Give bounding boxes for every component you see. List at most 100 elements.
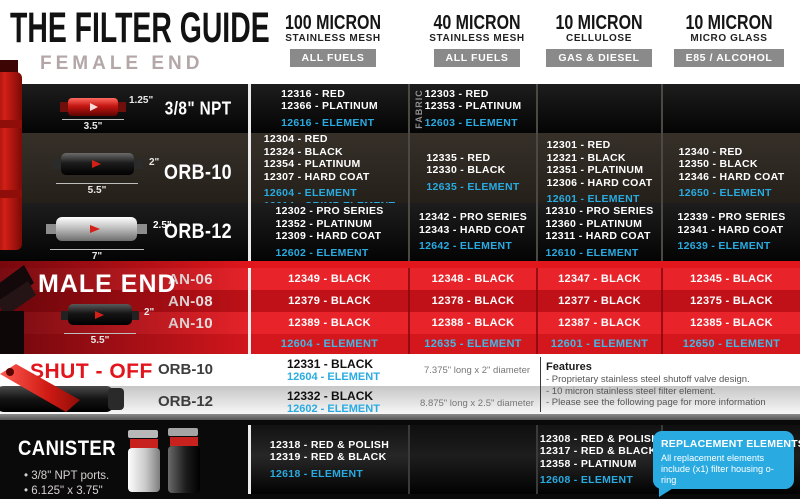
cell-an06-microglass: 12345 - BLACK [661, 268, 800, 290]
parts-list: 12303 - RED 12353 - PLATINUM [425, 88, 522, 113]
part-number: 12343 - HARD COAT [418, 223, 525, 236]
row-title-an10: AN-10 [168, 314, 213, 332]
cell-elements-100: 12604 - ELEMENT [248, 334, 408, 354]
cell-an10-microglass: 12385 - BLACK [661, 312, 800, 334]
cell-an10-100: 12389 - BLACK [248, 312, 408, 334]
part-number: 12366 - PLATINUM [281, 100, 378, 113]
shutoff-valve-photo [0, 364, 124, 412]
column-header-40-micron: 40 MICRON STAINLESS MESH ALL FUELS [397, 13, 557, 67]
row-title-shutoff-orb10: ORB-10 [158, 361, 214, 378]
part-number: 12339 - PRO SERIES [677, 211, 786, 224]
female-row-orb12: 2.5" 7" ORB-12 12302 - PRO SERIES 12352 -… [0, 203, 800, 262]
cell-an08-microglass: 12375 - BLACK [661, 290, 800, 312]
features-block: Features - Proprietary stainless steel s… [546, 361, 794, 409]
part-number: 12340 - RED [678, 145, 743, 158]
element-number: 12639 - ELEMENT [677, 240, 771, 253]
dim-length: 5.5" [56, 183, 138, 196]
column-header-10-micron-micro-glass: 10 MICRON MICRO GLASS E85 / ALCOHOL [653, 13, 800, 67]
element-number: 12610 - ELEMENT [545, 246, 639, 259]
parts-list: 12339 - PRO SERIES 12341 - HARD COAT [677, 211, 785, 236]
element-number: 12603 - ELEMENT [424, 116, 518, 129]
shutoff-heading: SHUT - OFF [30, 360, 153, 383]
dim-length: 7" [50, 249, 144, 262]
parts-list: 12304 - RED 12324 - BLACK 12354 - PLATINUM… [264, 133, 396, 183]
fabric-tag: FABRIC [414, 88, 424, 129]
cell-npt-40: FABRIC 12303 - RED 12353 - PLATINUM 12603… [408, 84, 536, 133]
element-number: 12601 - ELEMENT [546, 193, 640, 206]
part-number: 12318 - RED & POLISH [269, 438, 390, 451]
cell-orb12-100: 12302 - PRO SERIES 12352 - PLATINUM 12309 … [248, 203, 408, 261]
cell-orb10-40: 12335 - RED 12330 - BLACK 12635 - ELEMENT [408, 133, 536, 212]
part-number: 12350 - BLACK [678, 158, 758, 170]
cell-orb12-40: 12342 - PRO SERIES 12343 - HARD COAT 1264… [408, 203, 536, 261]
parts-list: 12335 - RED 12330 - BLACK [426, 152, 519, 177]
elements-list: 12642 - ELEMENT [419, 240, 527, 253]
row-title-orb12: ORB-12 [163, 220, 232, 243]
part-number: 12319 - RED & BLACK [269, 451, 387, 464]
element-number: 12642 - ELEMENT [418, 240, 513, 253]
male-row-an10: AN-10 12389 - BLACK 12388 - BLACK 12387 … [0, 312, 800, 334]
column-material: MICRO GLASS [690, 33, 768, 44]
elements-list: 12601 - ELEMENT [547, 193, 653, 206]
replacement-body: All replacement elements include (x1) fi… [661, 453, 774, 485]
canister-photo [128, 428, 200, 493]
part-number: 12316 - RED [281, 87, 346, 100]
shutoff-section: SHUT - OFF ORB-10 ORB-12 12331 - BLACK 1… [0, 354, 800, 415]
part-number: 12352 - PLATINUM [275, 217, 373, 230]
shutoff-divider [540, 357, 541, 412]
row-title-npt: 3/8" NPT [165, 98, 232, 118]
part-number: 12308 - RED & POLISH [539, 432, 660, 445]
part-number: 12342 - PRO SERIES [418, 211, 528, 224]
cell-npt-microglass [661, 84, 800, 133]
fuel-badge: GAS & DIESEL [546, 49, 652, 67]
cell-orb12-microglass: 12339 - PRO SERIES 12341 - HARD COAT 1263… [661, 203, 800, 261]
cell-canister-cellulose: 12308 - RED & POLISH 12317 - RED & BLACK 1… [536, 425, 661, 494]
part-number: 12324 - BLACK [263, 145, 343, 158]
parts-list: 12340 - RED 12350 - BLACK 12346 - HARD COA… [679, 146, 785, 184]
part-number: 12351 - PLATINUM [546, 164, 644, 177]
replacement-elements-callout: REPLACEMENT ELEMENTS All replacement ele… [653, 431, 800, 497]
dim-height: 1.25" [129, 95, 154, 106]
female-row-orb10: 2" 5.5" ORB-10 12304 - RED 12324 - BLACK 1… [0, 133, 800, 212]
canister-bullets: • 3/8" NPT ports. • 6.125" x 3.75" [24, 469, 109, 499]
feature-line: - Proprietary stainless steel shutoff va… [546, 374, 750, 385]
part-number: 12317 - RED & BLACK [539, 445, 657, 457]
column-material: CELLULOSE [566, 33, 632, 44]
part-number: 12346 - HARD COAT [678, 170, 785, 183]
element-number: 12650 - ELEMENT [678, 187, 772, 199]
part-number: 12360 - PLATINUM [545, 217, 643, 230]
part-number: 12321 - BLACK [546, 151, 626, 164]
male-filter-photo [61, 304, 139, 325]
fuel-badge: ALL FUELS [289, 49, 377, 67]
dim-length: 3.5" [62, 119, 124, 132]
column-micron: 10 MICRON [685, 12, 773, 34]
element-number: 12618 - ELEMENT [269, 467, 364, 480]
part-number: 12311 - HARD COAT [545, 230, 651, 242]
elements-list: 12603 - ELEMENT [425, 117, 522, 130]
cell-canister-40 [408, 425, 536, 494]
male-row-an06: AN-06 12349 - BLACK 12348 - BLACK 12347 … [0, 268, 800, 290]
cell-elements-microglass: 12650 - ELEMENT [661, 334, 800, 354]
orb10-filter-photo [52, 153, 143, 175]
elements-list: 12635 - ELEMENT [426, 181, 519, 194]
elements-list: 12618 - ELEMENT [270, 468, 389, 481]
part-number: 12307 - HARD COAT [263, 170, 370, 183]
part-number: 12304 - RED [263, 133, 328, 145]
features-list: - Proprietary stainless steel shutoff va… [546, 374, 794, 409]
feature-line: - 10 micron stainless steel filter eleme… [546, 385, 716, 397]
column-micron: 100 MICRON [284, 12, 382, 34]
row-title-orb10: ORB-10 [163, 160, 232, 184]
row-label-zone-orb12: 2.5" 7" ORB-12 [0, 203, 248, 262]
cell-npt-100: 12316 - RED 12366 - PLATINUM 12616 - ELEM… [248, 84, 408, 133]
cell-an06-100: 12349 - BLACK [248, 268, 408, 290]
elements-list: 12639 - ELEMENT [677, 240, 785, 253]
row-title-an06: AN-06 [168, 270, 213, 288]
canister-section: CANISTER • 3/8" NPT ports. • 6.125" x 3.7… [0, 420, 800, 499]
element-number: 12604 - ELEMENT [263, 187, 357, 199]
elements-list: 12610 - ELEMENT [545, 247, 653, 260]
cell-orb10-microglass: 12340 - RED 12350 - BLACK 12346 - HARD COA… [661, 133, 800, 212]
shutoff-orb10-size: 7.375" long x 2" diameter [423, 365, 531, 376]
cell-an08-40: 12378 - BLACK [408, 290, 536, 312]
element-number: 12602 - ELEMENT [287, 403, 380, 415]
parts-list: 12301 - RED 12321 - BLACK 12351 - PLATINUM… [547, 139, 653, 189]
